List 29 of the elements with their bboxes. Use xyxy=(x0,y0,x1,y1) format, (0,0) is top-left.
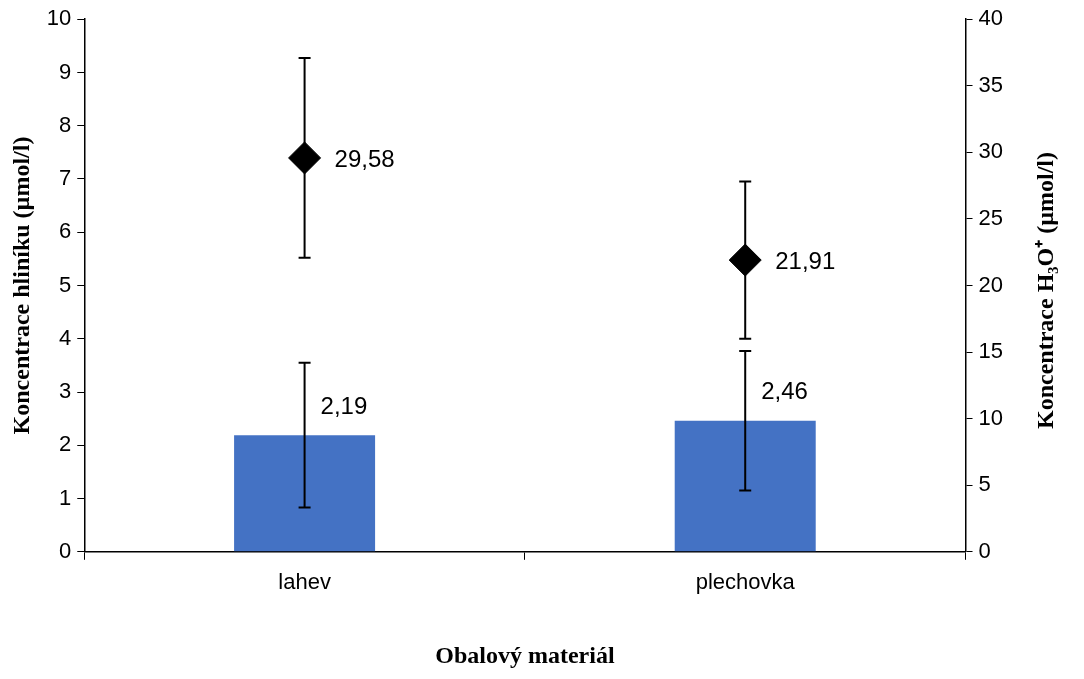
y-tick-label: 2 xyxy=(59,431,72,457)
y2-tick-label: 10 xyxy=(978,404,1004,430)
y-tick-label: 7 xyxy=(59,165,72,191)
y-tick-label: 8 xyxy=(59,111,72,137)
x-tick-label: plechovka xyxy=(695,569,796,595)
x-axis-title: Obalový materiál xyxy=(435,641,615,668)
y-tick-label: 10 xyxy=(46,5,72,31)
data-label: 29,58 xyxy=(334,144,395,172)
y2-tick-label: 25 xyxy=(978,204,1004,230)
y2-axis-title: Koncentrace H₃O⁺ (µmol/l) xyxy=(1031,151,1059,429)
y2-tick-label: 0 xyxy=(978,537,991,563)
y2-tick-label: 35 xyxy=(978,71,1004,97)
y-axis-title: Koncentrace hliníku (µmol/l) xyxy=(7,136,34,435)
y2-tick-label: 20 xyxy=(978,271,1004,297)
y-tick-label: 1 xyxy=(59,484,72,510)
y2-tick-label: 30 xyxy=(978,138,1004,164)
data-label: 21,91 xyxy=(775,246,836,274)
y-tick-label: 9 xyxy=(59,58,72,84)
y-tick-label: 3 xyxy=(59,378,72,404)
y2-tick-label: 15 xyxy=(978,338,1004,364)
data-label: 2,46 xyxy=(761,377,808,405)
y-tick-label: 4 xyxy=(59,324,72,350)
y2-tick-label: 5 xyxy=(978,471,991,497)
y2-tick-label: 40 xyxy=(978,5,1004,31)
y-tick-label: 6 xyxy=(59,218,72,244)
x-tick-label: lahev xyxy=(278,569,331,595)
y-tick-label: 0 xyxy=(59,537,72,563)
data-label: 2,19 xyxy=(320,391,368,419)
y-tick-label: 5 xyxy=(59,271,72,297)
